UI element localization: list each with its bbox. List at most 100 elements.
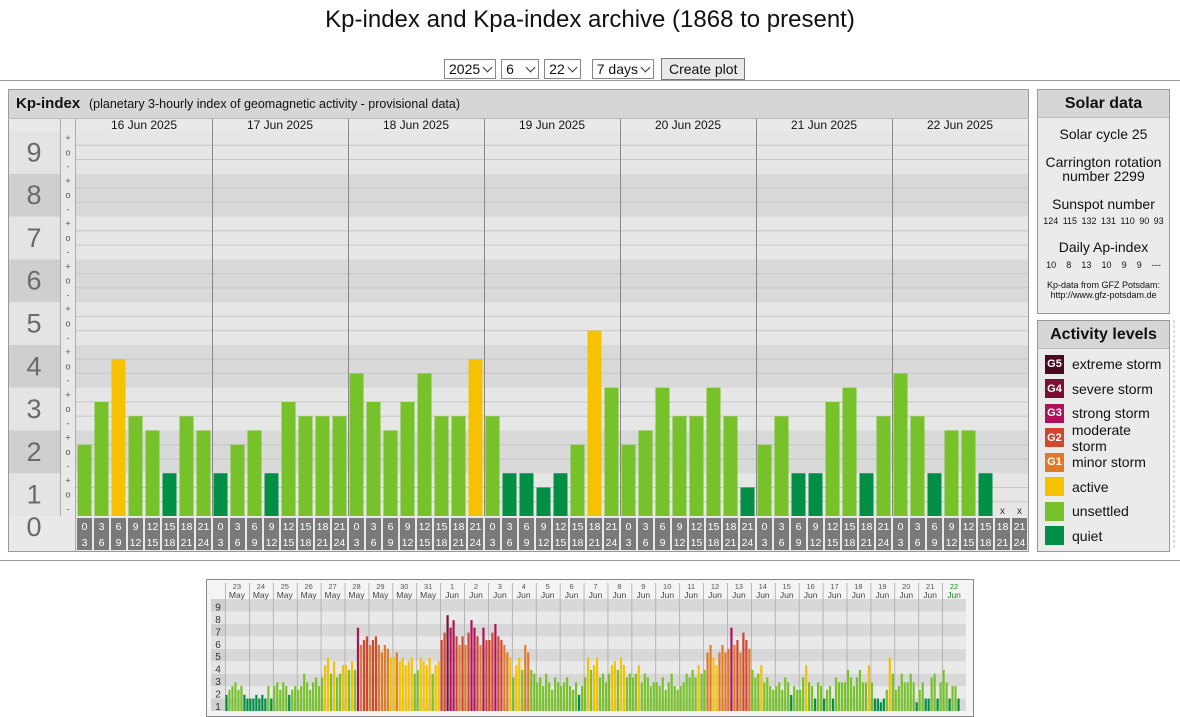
activity-levels-panel: Activity levels G5 extreme storm G4 severe …	[1037, 320, 1170, 552]
overview-bar	[915, 702, 918, 711]
overview-y-band	[211, 648, 225, 662]
overview-month: Jun	[708, 590, 722, 600]
legend-item: G2 moderate storm	[1038, 422, 1169, 454]
interval-box	[111, 518, 126, 550]
interval-end: 3	[762, 537, 768, 549]
overview-bar	[796, 689, 799, 711]
overview-bar	[766, 677, 769, 711]
overview-bar	[637, 664, 640, 711]
overview-y-label: 2	[215, 690, 221, 701]
sunspot-value: 124	[1043, 216, 1059, 226]
overview-day-number: 23	[233, 582, 241, 591]
interval-start: 3	[235, 521, 241, 533]
interval-start: 21	[742, 521, 754, 533]
kp-bar	[655, 387, 670, 516]
y-tick-label: 9	[26, 137, 41, 167]
plot-band	[76, 387, 1028, 431]
kp-bar	[587, 330, 602, 516]
y-minor-mark: -	[67, 162, 70, 172]
overview-bar	[670, 673, 673, 711]
overview-bar	[440, 640, 443, 711]
interval-end: 15	[147, 537, 159, 549]
overview-bar	[386, 648, 389, 711]
overview-bar	[933, 673, 936, 711]
interval-box	[519, 518, 534, 550]
legend-swatch: G3	[1045, 403, 1064, 423]
overview-bar	[488, 640, 491, 711]
y-minor-mark: +	[65, 347, 70, 357]
y-minor-mark: o	[65, 361, 70, 371]
interval-start: 18	[453, 521, 465, 533]
divider	[0, 560, 1180, 561]
overview-bar	[691, 669, 694, 711]
overview-day-number: 21	[926, 582, 934, 591]
overview-bar	[291, 689, 294, 711]
interval-box	[77, 518, 92, 550]
interval-end: 9	[660, 537, 666, 549]
kp-bar	[706, 387, 721, 516]
kp-bar	[213, 473, 228, 516]
kp-bar	[876, 416, 891, 516]
interval-box	[910, 518, 925, 550]
interval-end: 21	[453, 537, 465, 549]
overview-bar	[790, 694, 793, 711]
kp-bar	[502, 473, 517, 516]
kp-bar	[825, 401, 840, 516]
range-value: 7 days	[596, 61, 638, 77]
overview-bar	[341, 664, 345, 711]
overview-bar	[894, 689, 897, 711]
overview-bar	[760, 664, 763, 711]
overview-month: May	[253, 590, 270, 600]
interval-end: 15	[963, 537, 975, 549]
overview-bar	[817, 682, 820, 711]
overview-bar	[888, 657, 891, 711]
day-select[interactable]: 22	[544, 59, 581, 79]
kp-bar	[366, 401, 381, 516]
overview-bar	[697, 664, 700, 711]
kp-bar	[672, 416, 687, 516]
month-select[interactable]: 6	[501, 59, 540, 79]
sunspot-value: 131	[1100, 216, 1116, 226]
interval-box	[400, 518, 415, 550]
overview-bar	[906, 682, 909, 711]
y-tick-label: 2	[26, 437, 41, 467]
overview-bar	[506, 652, 509, 711]
legend-label: moderate storm	[1071, 421, 1131, 454]
create-plot-button[interactable]: Create plot	[660, 58, 746, 80]
overview-bar	[739, 652, 742, 711]
interval-start: 15	[572, 521, 584, 533]
interval-box	[740, 518, 755, 550]
day-value: 22	[549, 61, 565, 77]
overview-bar	[706, 652, 709, 711]
overview-bar	[338, 673, 342, 711]
overview-bar	[246, 698, 249, 711]
overview-bar	[491, 632, 494, 711]
overview-month: Jun	[469, 590, 483, 600]
overview-bar	[321, 677, 324, 711]
interval-start: 9	[133, 521, 139, 533]
year-select[interactable]: 2025	[444, 59, 497, 79]
overview-bar	[805, 664, 808, 711]
y-minor-mark: o	[65, 190, 70, 200]
interval-box	[94, 518, 109, 550]
interval-start: 9	[405, 521, 411, 533]
overview-bar	[858, 669, 862, 711]
legend-label: severe storm	[1072, 380, 1153, 397]
legend-swatch	[1045, 526, 1064, 546]
overview-day-number: 14	[759, 582, 767, 591]
sunspot-value: 110	[1120, 216, 1135, 226]
overview-bar	[712, 657, 715, 711]
overview-bar	[452, 620, 455, 711]
overview-bar	[781, 689, 784, 711]
overview-month: May	[396, 590, 413, 600]
interval-start: 15	[844, 521, 856, 533]
overview-day-number: 31	[424, 582, 432, 591]
overview-band	[225, 636, 966, 649]
data-source-link[interactable]: http://www.gfz-potsdam.de	[1050, 290, 1157, 300]
overview-bar	[252, 698, 255, 711]
y-band	[9, 216, 60, 260]
interval-end: 6	[915, 537, 921, 549]
range-select[interactable]: 7 days	[591, 59, 654, 79]
overview-bar	[867, 664, 870, 711]
ap-value: 8	[1066, 260, 1072, 270]
